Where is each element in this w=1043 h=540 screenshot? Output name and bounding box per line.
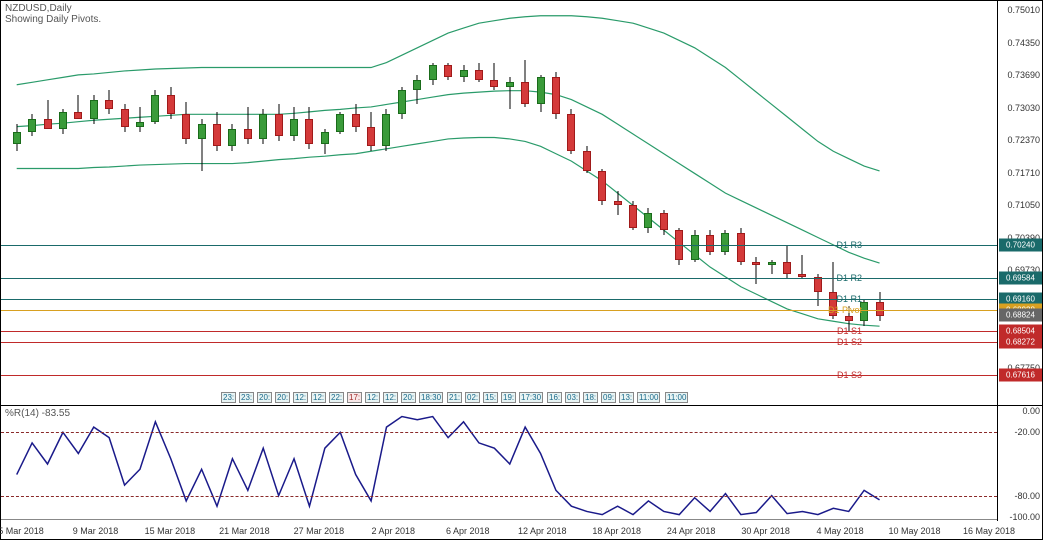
indicator-tick: -100.00 [1009, 512, 1040, 522]
price-tick: 0.71710 [1007, 168, 1040, 178]
time-annotation: 23: [239, 392, 254, 403]
indicator-level [1, 496, 997, 497]
indicator-tick: 0.00 [1022, 406, 1040, 416]
time-annotation: 12: [293, 392, 308, 403]
time-annotation: 20: [275, 392, 290, 403]
date-tick: 2 Apr 2018 [372, 526, 416, 536]
date-tick: 15 Mar 2018 [145, 526, 196, 536]
date-tick: 16 May 2018 [963, 526, 1015, 536]
symbol-title: NZDUSD,Daily [5, 3, 101, 14]
price-tick: 0.73030 [1007, 103, 1040, 113]
time-annotation: 11:00 [665, 392, 688, 403]
date-tick: 10 May 2018 [889, 526, 941, 536]
time-annotation: 18:30 [419, 392, 443, 403]
time-annotation: 09: [601, 392, 616, 403]
date-tick: 9 Mar 2018 [73, 526, 119, 536]
price-tag: 0.68824 [999, 309, 1042, 322]
pivot-label: D1 S1 [837, 326, 862, 336]
price-chart[interactable]: NZDUSD,Daily Showing Daily Pivots. D1 R3… [1, 1, 997, 405]
indicator-line [1, 406, 999, 522]
price-tag: 0.67616 [999, 368, 1042, 381]
price-tick: 0.75010 [1007, 5, 1040, 15]
pivot-label: D1 R3 [836, 240, 862, 250]
chart-container[interactable]: NZDUSD,Daily Showing Daily Pivots. D1 R3… [0, 0, 1043, 540]
pivot-label: D1 R2 [836, 273, 862, 283]
price-tag: 0.68272 [999, 336, 1042, 349]
time-annotation: 02: [465, 392, 480, 403]
price-axis: 0.75010 0.74350 0.73690 0.73030 0.72370 0.717… [997, 1, 1042, 405]
indicator-axis: 0.00 -20.00 -80.00 -100.00 [997, 405, 1042, 521]
time-annotation: 12: [365, 392, 380, 403]
time-annotation: 12: [383, 392, 398, 403]
price-tag: 0.69584 [999, 271, 1042, 284]
date-tick: 6 Apr 2018 [446, 526, 490, 536]
price-tick: 0.73690 [1007, 70, 1040, 80]
pivot-label: D1 Pivot [828, 305, 862, 315]
time-annotation: 19: [501, 392, 516, 403]
time-annotation: 11:00 [637, 392, 660, 403]
time-annotation: 16: [547, 392, 562, 403]
date-tick: 5 Mar 2018 [0, 526, 44, 536]
date-tick: 30 Apr 2018 [741, 526, 790, 536]
time-annotation: 15: [483, 392, 498, 403]
time-axis: 5 Mar 2018 9 Mar 2018 15 Mar 2018 21 Mar 20… [1, 519, 997, 539]
date-tick: 21 Mar 2018 [219, 526, 270, 536]
date-tick: 27 Mar 2018 [294, 526, 345, 536]
time-annotation: 03: [565, 392, 580, 403]
price-tick: 0.72370 [1007, 135, 1040, 145]
time-annotation: 23: [221, 392, 236, 403]
indicator-tick: -80.00 [1014, 491, 1040, 501]
time-annotation: 17: [347, 392, 362, 403]
indicator-level [1, 432, 997, 433]
chart-subtitle: Showing Daily Pivots. [5, 14, 101, 25]
pivot-label: D1 S3 [837, 370, 862, 380]
time-annotation: 18: [583, 392, 598, 403]
indicator-tick: -20.00 [1014, 427, 1040, 437]
pivot-label: D1 R1 [836, 294, 862, 304]
price-tick: 0.74350 [1007, 38, 1040, 48]
date-tick: 18 Apr 2018 [592, 526, 641, 536]
time-annotation: 20: [401, 392, 416, 403]
time-annotation: 22: [329, 392, 344, 403]
date-tick: 24 Apr 2018 [667, 526, 716, 536]
williams-r-panel[interactable]: %R(14) -83.55 [1, 405, 997, 521]
time-annotation: 12: [311, 392, 326, 403]
time-annotation: 17:30 [519, 392, 543, 403]
pivot-label: D1 S2 [837, 337, 862, 347]
price-tick: 0.71050 [1007, 200, 1040, 210]
date-tick: 4 May 2018 [817, 526, 864, 536]
time-annotation: 21: [447, 392, 462, 403]
time-annotation: 13: [619, 392, 634, 403]
price-tag: 0.70240 [999, 239, 1042, 252]
chart-title-box: NZDUSD,Daily Showing Daily Pivots. [5, 3, 101, 25]
date-tick: 12 Apr 2018 [518, 526, 567, 536]
time-annotation: 20: [257, 392, 272, 403]
